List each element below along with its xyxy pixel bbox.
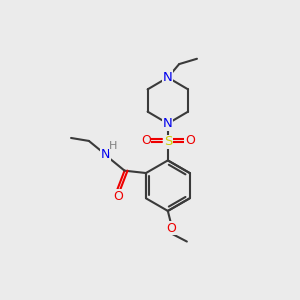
Text: N: N: [100, 148, 110, 161]
Text: O: O: [141, 134, 151, 147]
Text: O: O: [167, 222, 176, 235]
Text: N: N: [163, 71, 173, 84]
Text: H: H: [110, 141, 118, 151]
Text: N: N: [163, 117, 173, 130]
Text: S: S: [164, 136, 172, 148]
Text: O: O: [185, 134, 195, 147]
Text: O: O: [113, 190, 123, 203]
